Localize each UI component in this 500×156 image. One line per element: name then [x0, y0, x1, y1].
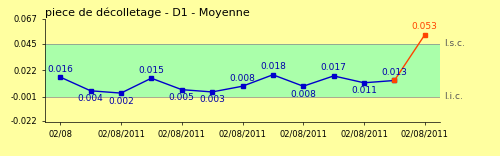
- Bar: [45, 97, 440, 122]
- Text: l.i.c.: l.i.c.: [444, 92, 463, 101]
- Text: 0.053: 0.053: [412, 22, 438, 31]
- Text: 0.008: 0.008: [230, 74, 256, 83]
- Text: 0.004: 0.004: [78, 94, 104, 103]
- Text: 0.016: 0.016: [48, 65, 73, 74]
- Text: piece de décolletage - D1 - Moyenne: piece de décolletage - D1 - Moyenne: [45, 7, 250, 18]
- Text: 0.017: 0.017: [320, 63, 346, 73]
- Text: 0.011: 0.011: [351, 86, 377, 95]
- Text: 0.003: 0.003: [199, 95, 225, 104]
- Text: 0.005: 0.005: [169, 93, 194, 102]
- Bar: [45, 44, 440, 97]
- Text: 0.015: 0.015: [138, 66, 164, 75]
- Text: l.s.c.: l.s.c.: [444, 39, 465, 48]
- Text: 0.018: 0.018: [260, 62, 286, 71]
- Text: 0.008: 0.008: [290, 90, 316, 99]
- Bar: [45, 19, 440, 44]
- Text: 0.013: 0.013: [382, 68, 407, 77]
- Text: 0.002: 0.002: [108, 97, 134, 105]
